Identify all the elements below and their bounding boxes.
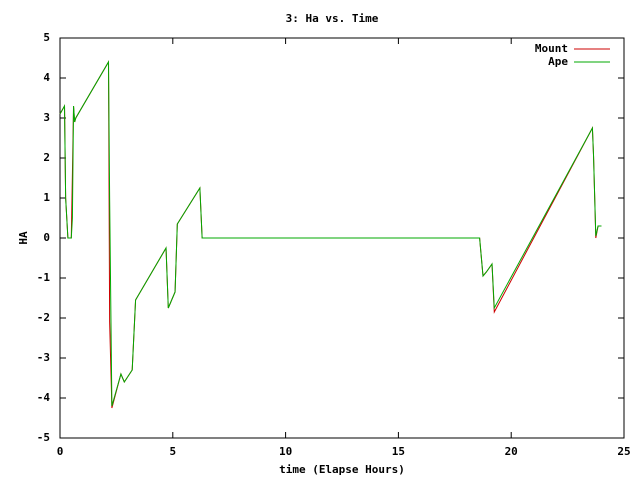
x-tick-label: 5: [169, 445, 176, 458]
x-tick-label: 20: [505, 445, 518, 458]
legend-label: Mount: [535, 42, 568, 55]
y-tick-label: -5: [37, 431, 50, 444]
x-tick-label: 10: [279, 445, 292, 458]
y-tick-label: -1: [37, 271, 51, 284]
chart-title: 3: Ha vs. Time: [286, 12, 379, 25]
y-tick-label: -2: [37, 311, 50, 324]
y-tick-label: -4: [37, 391, 51, 404]
y-tick-label: -3: [37, 351, 50, 364]
x-tick-label: 0: [57, 445, 64, 458]
x-tick-label: 25: [617, 445, 630, 458]
y-tick-label: 1: [43, 191, 50, 204]
y-tick-label: 5: [43, 31, 50, 44]
y-tick-label: 0: [43, 231, 50, 244]
data-line: [59, 60, 602, 409]
x-axis-label: time (Elapse Hours): [279, 463, 405, 476]
y-axis-label: HA: [17, 231, 30, 245]
y-tick-label: 4: [43, 71, 50, 84]
x-tick-label: 15: [392, 445, 405, 458]
y-tick-label: 3: [43, 111, 50, 124]
data-line: [59, 60, 602, 407]
y-tick-label: 2: [43, 151, 50, 164]
legend-label: Ape: [548, 55, 568, 68]
